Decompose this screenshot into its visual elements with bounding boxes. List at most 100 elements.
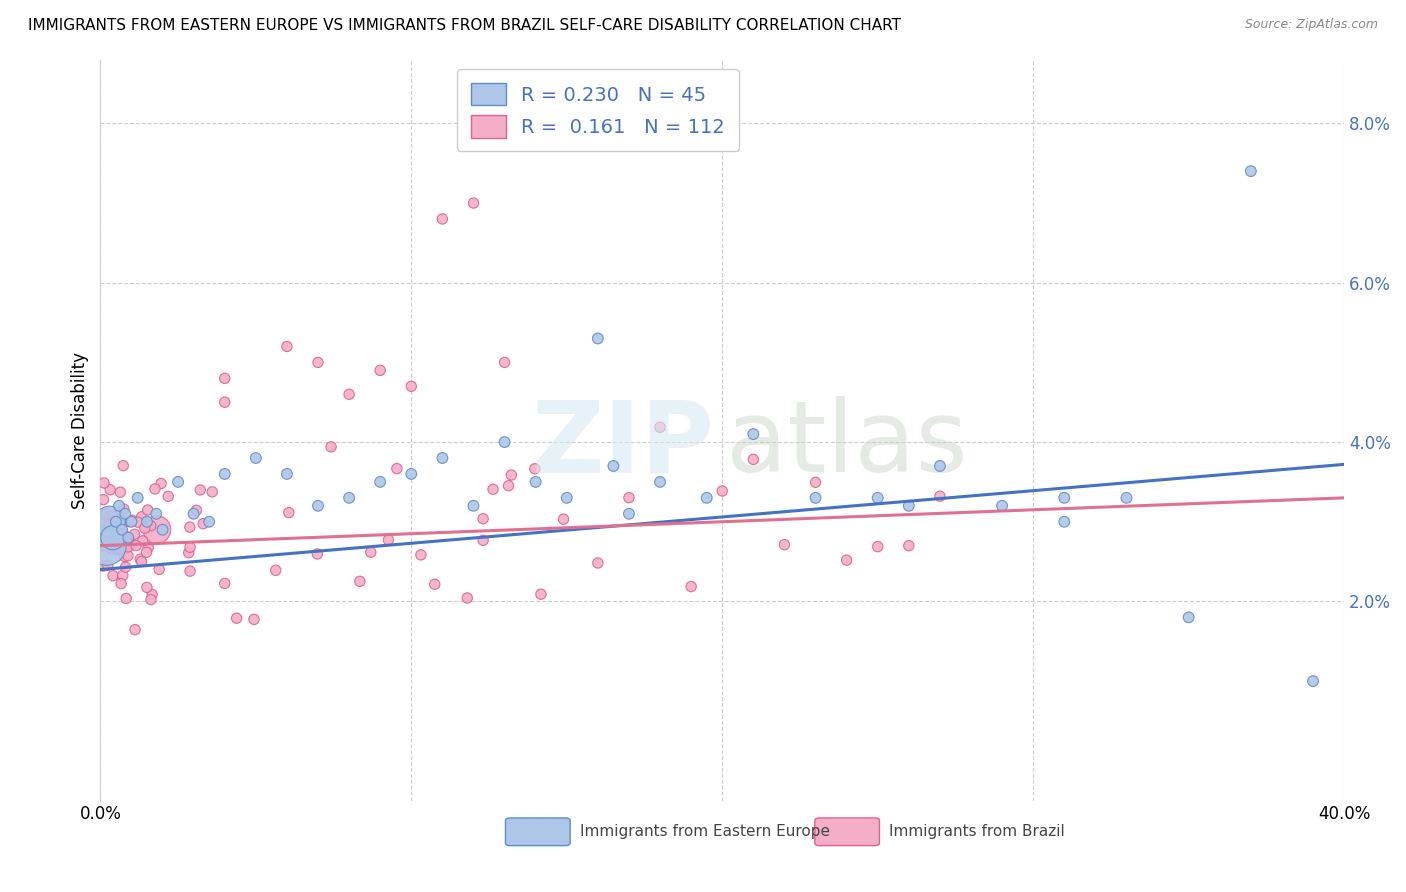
- Point: [117, 540, 139, 554]
- Point: [145, 507, 167, 521]
- Point: [152, 523, 174, 537]
- Point: [111, 531, 134, 545]
- Point: [111, 523, 134, 537]
- Point: [115, 591, 138, 606]
- Point: [494, 435, 516, 450]
- Point: [104, 515, 127, 529]
- Point: [866, 491, 889, 505]
- Point: [117, 537, 139, 551]
- Point: [108, 499, 131, 513]
- Point: [117, 531, 139, 545]
- Point: [368, 475, 391, 489]
- Point: [141, 587, 163, 601]
- Point: [114, 549, 136, 564]
- Point: [114, 560, 136, 574]
- Point: [617, 507, 640, 521]
- Point: [337, 387, 360, 401]
- Point: [928, 489, 950, 503]
- Point: [264, 563, 287, 577]
- Point: [423, 577, 446, 591]
- Point: [107, 537, 129, 551]
- Point: [385, 461, 408, 475]
- Point: [553, 512, 575, 526]
- Point: [188, 483, 211, 497]
- Point: [146, 523, 169, 537]
- Point: [648, 475, 671, 489]
- Point: [186, 503, 208, 517]
- Point: [107, 533, 129, 547]
- Point: [482, 482, 505, 496]
- Point: [307, 547, 329, 561]
- Point: [110, 485, 132, 500]
- Point: [134, 521, 156, 535]
- Point: [225, 611, 247, 625]
- Point: [401, 379, 423, 393]
- Point: [368, 363, 391, 377]
- Point: [179, 564, 201, 578]
- Point: [243, 612, 266, 626]
- Point: [524, 475, 547, 489]
- Point: [711, 483, 734, 498]
- Point: [276, 467, 298, 481]
- Point: [131, 554, 153, 568]
- Point: [110, 576, 132, 591]
- Point: [377, 533, 399, 547]
- Point: [360, 545, 382, 559]
- Point: [1302, 674, 1324, 689]
- Point: [105, 533, 128, 547]
- Point: [432, 211, 454, 226]
- Point: [111, 535, 134, 549]
- Point: [742, 427, 765, 442]
- Point: [804, 475, 827, 490]
- Point: [456, 591, 478, 605]
- Point: [586, 331, 609, 345]
- Point: [150, 476, 173, 491]
- Point: [139, 518, 162, 533]
- Point: [897, 539, 920, 553]
- Point: [530, 587, 553, 601]
- Point: [1053, 515, 1076, 529]
- Point: [110, 518, 132, 533]
- Point: [132, 533, 155, 548]
- Point: [928, 458, 950, 473]
- Point: [696, 491, 718, 505]
- Point: [98, 541, 121, 555]
- Point: [157, 489, 180, 503]
- Point: [98, 515, 121, 529]
- Text: atlas: atlas: [725, 396, 967, 493]
- Point: [1240, 164, 1263, 178]
- Point: [773, 538, 796, 552]
- Point: [112, 502, 135, 516]
- Point: [118, 537, 141, 551]
- Point: [131, 509, 153, 524]
- Point: [107, 542, 129, 557]
- Point: [124, 527, 146, 541]
- Point: [245, 450, 267, 465]
- Point: [101, 509, 124, 524]
- Point: [93, 527, 115, 541]
- Point: [214, 576, 236, 591]
- Point: [432, 450, 454, 465]
- Point: [111, 568, 134, 582]
- Point: [96, 539, 118, 553]
- Point: [139, 592, 162, 607]
- Point: [472, 533, 495, 548]
- Point: [183, 507, 205, 521]
- Point: [681, 580, 703, 594]
- Text: Immigrants from Brazil: Immigrants from Brazil: [890, 824, 1066, 839]
- Point: [897, 499, 920, 513]
- Point: [120, 515, 142, 529]
- Point: [277, 506, 299, 520]
- Point: [135, 581, 157, 595]
- Point: [602, 458, 624, 473]
- Point: [117, 549, 139, 563]
- Point: [97, 517, 120, 532]
- Point: [991, 499, 1014, 513]
- Point: [136, 541, 159, 555]
- Text: Source: ZipAtlas.com: Source: ZipAtlas.com: [1244, 18, 1378, 31]
- Point: [98, 483, 121, 497]
- Point: [214, 467, 236, 481]
- Point: [337, 491, 360, 505]
- Point: [101, 568, 124, 582]
- Point: [101, 531, 124, 545]
